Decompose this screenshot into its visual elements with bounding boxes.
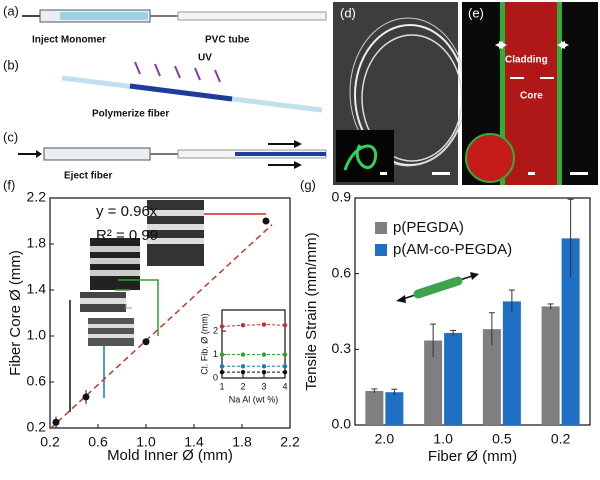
photo-label: Cladding (505, 55, 548, 66)
bar (482, 329, 501, 425)
micrographs (69, 200, 266, 412)
photo-fibers (333, 2, 467, 185)
legend-label: p(AM-co-PEGDA) (393, 241, 512, 258)
point (219, 369, 225, 375)
bar (444, 332, 463, 425)
plot-frame (354, 197, 591, 426)
y-tick-label: 0.6 (332, 264, 352, 280)
x-tick-label: 1.8 (232, 434, 252, 450)
legend-swatch (375, 244, 387, 256)
x-tick-label: 0.6 (88, 434, 108, 450)
point (142, 338, 150, 346)
point (282, 352, 288, 357)
schematic-label: UV (198, 53, 212, 64)
schematic-label: PVC tube (205, 35, 250, 46)
y-axis-title: Fiber Core Ø (mm) (7, 250, 24, 376)
panel-label: (g) (300, 177, 316, 192)
panel-label: (e) (468, 5, 484, 20)
y-tick-label: 0.3 (332, 340, 352, 356)
y-axis-title: Tensile Strain (mm/mm) (303, 232, 320, 390)
schematic-label: Inject Monomer (32, 35, 106, 46)
plot-frame (49, 197, 291, 429)
panel-label: (a) (3, 3, 19, 18)
x-axis-title: Na Al (wt %) (229, 394, 279, 404)
eject-schematic (18, 140, 327, 169)
point (282, 369, 288, 375)
bar (365, 390, 384, 425)
annotation: y = 0.96x (96, 203, 158, 220)
schematic-label: Polymerize fiber (92, 109, 169, 120)
y-tick-label: 0.0 (332, 416, 352, 432)
x-tick-label: 1.0 (136, 434, 156, 450)
point (219, 352, 225, 357)
x-tick-label: 1.0 (433, 431, 453, 447)
point (262, 217, 270, 225)
bar (424, 340, 443, 425)
y-tick-label: 0.9 (332, 189, 352, 205)
x-tick-label: 1 (219, 381, 224, 391)
bar (541, 306, 560, 425)
point (52, 418, 60, 426)
point (219, 364, 225, 369)
fiber-icon (396, 272, 479, 303)
point (261, 364, 267, 369)
panel-label: (f) (3, 177, 15, 192)
x-tick-label: 2.0 (375, 431, 395, 447)
uv-fiber (61, 61, 323, 113)
x-axis-title: Mold Inner Ø (mm) (107, 447, 233, 464)
y-tick-label: 1.0 (27, 327, 47, 343)
point (82, 393, 90, 401)
photo-label: Core (520, 91, 543, 102)
x-tick-label: 0.5 (492, 431, 512, 447)
bar (561, 238, 580, 425)
bar (502, 301, 521, 425)
y-tick-label: 2 (213, 325, 218, 335)
annotation: R² = 0.99 (96, 227, 158, 244)
schematic-label: Eject fiber (64, 171, 112, 182)
x-tick-label: 3 (261, 381, 266, 391)
y-tick-label: 2.2 (27, 189, 47, 205)
y-axis-title: Cl. Fib. Ø (mm) (199, 313, 209, 375)
x-tick-label: 2.2 (280, 434, 300, 450)
syringe (22, 9, 327, 23)
y-tick-label: 0 (213, 372, 218, 382)
point (240, 369, 246, 375)
point (282, 364, 288, 369)
point (282, 323, 288, 328)
point (240, 364, 246, 369)
point (240, 352, 246, 357)
y-tick-label: 1.4 (27, 281, 47, 297)
point (261, 352, 267, 357)
x-tick-label: 1.4 (184, 434, 204, 450)
point (240, 323, 246, 328)
panel-label: (c) (3, 129, 18, 144)
bar (385, 392, 404, 425)
legend-swatch (375, 222, 387, 234)
point (261, 322, 267, 327)
y-tick-label: 1.8 (27, 235, 47, 251)
point (219, 324, 225, 329)
inset-bg (222, 310, 285, 378)
x-tick-label: 0.2 (40, 434, 60, 450)
series-line (221, 324, 286, 327)
plot-frame (221, 309, 286, 379)
x-tick-label: 4 (282, 381, 287, 391)
point (261, 369, 267, 375)
x-tick-label: 2 (240, 381, 245, 391)
y-tick-label: 1 (213, 349, 218, 359)
panel-label: (b) (3, 57, 19, 72)
x-tick-label: 0.2 (551, 431, 571, 447)
y-tick-label: 0.6 (27, 373, 47, 389)
legend-label: p(PEGDA) (393, 219, 464, 236)
x-axis-title: Fiber Ø (mm) (428, 448, 517, 465)
photo-fluorescence (462, 2, 598, 185)
panel-label: (d) (340, 5, 356, 20)
y-tick-label: 0.2 (27, 419, 47, 435)
